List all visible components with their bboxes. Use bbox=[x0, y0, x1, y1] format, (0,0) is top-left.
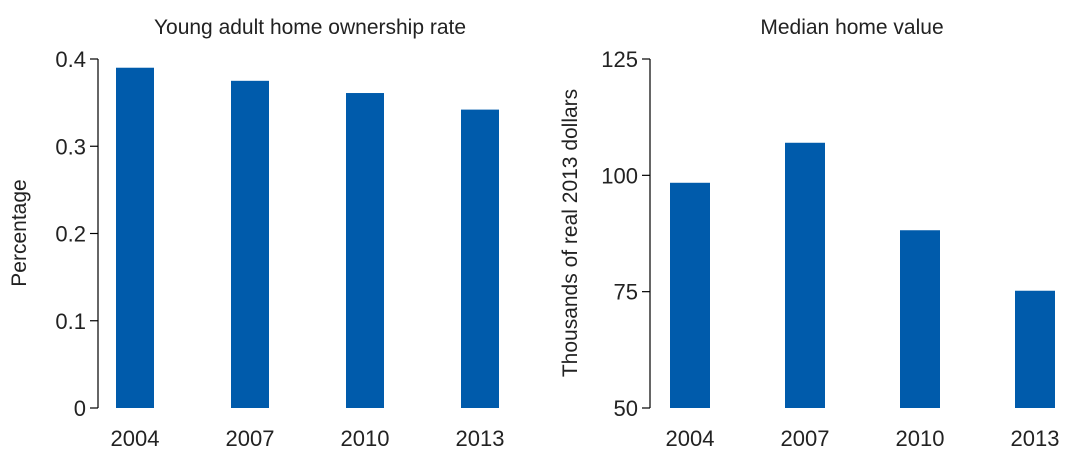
bar-2004 bbox=[670, 182, 710, 408]
y-tick-label: 0.2 bbox=[55, 222, 86, 247]
y-tick-labels: 50 75 100 125 bbox=[601, 47, 638, 421]
y-tick-label: 0.4 bbox=[55, 47, 86, 72]
bar-2007 bbox=[231, 80, 269, 408]
x-tick-labels: 2004 2007 2010 2013 bbox=[111, 426, 505, 450]
y-axis-label: Percentage bbox=[8, 179, 31, 286]
x-tick-label: 2010 bbox=[341, 426, 390, 450]
x-tick-label: 2007 bbox=[226, 426, 275, 450]
chart-title: Young adult home ownership rate bbox=[154, 16, 466, 39]
y-tick-label: 50 bbox=[614, 396, 638, 421]
y-tick-label: 75 bbox=[614, 280, 638, 305]
bar-2004 bbox=[116, 67, 154, 408]
chart-title: Median home value bbox=[760, 16, 943, 39]
ownership-rate-chart: Young adult home ownership rate Percenta… bbox=[8, 16, 504, 450]
x-tick-label: 2013 bbox=[456, 426, 505, 450]
x-tick-label: 2010 bbox=[896, 426, 945, 450]
y-ticks bbox=[90, 58, 98, 409]
x-tick-label: 2004 bbox=[666, 426, 715, 450]
y-ticks bbox=[642, 58, 650, 409]
bars bbox=[116, 67, 499, 408]
x-tick-label: 2013 bbox=[1011, 426, 1060, 450]
bars bbox=[670, 142, 1055, 408]
bar-2010 bbox=[900, 230, 940, 408]
x-tick-label: 2007 bbox=[781, 426, 830, 450]
y-tick-label: 125 bbox=[601, 47, 638, 72]
x-tick-labels: 2004 2007 2010 2013 bbox=[666, 426, 1060, 450]
x-tick-label: 2004 bbox=[111, 426, 160, 450]
bar-2007 bbox=[785, 142, 825, 408]
y-axis-label: Thousands of real 2013 dollars bbox=[559, 89, 582, 377]
home-value-chart: Median home value Thousands of real 2013… bbox=[559, 16, 1059, 450]
y-tick-label: 0.3 bbox=[55, 134, 86, 159]
bar-2010 bbox=[346, 93, 384, 408]
y-tick-labels: 0 0.1 0.2 0.3 0.4 bbox=[55, 47, 86, 421]
bar-2013 bbox=[1015, 290, 1055, 408]
y-tick-label: 100 bbox=[601, 163, 638, 188]
y-tick-label: 0 bbox=[74, 396, 86, 421]
bar-2013 bbox=[461, 109, 499, 408]
y-tick-label: 0.1 bbox=[55, 309, 86, 334]
